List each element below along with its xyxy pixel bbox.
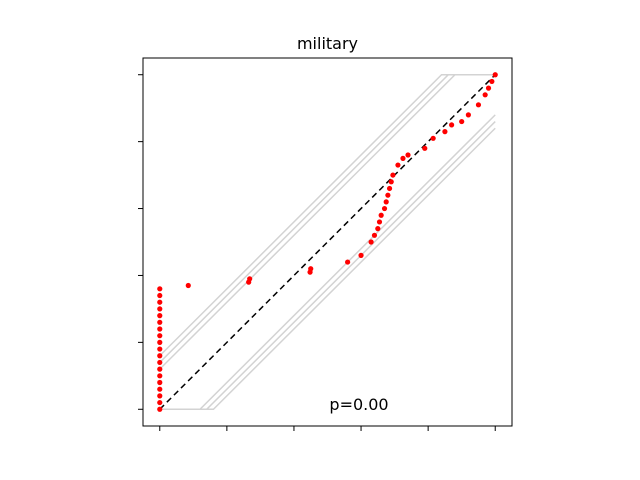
data-point-15 [157, 306, 163, 312]
data-point-33 [385, 192, 391, 198]
data-point-40 [422, 145, 428, 151]
data-point-10 [157, 339, 163, 345]
data-point-39 [405, 152, 411, 158]
data-point-50 [492, 72, 498, 78]
data-point-3 [157, 386, 163, 392]
chart-title: military [297, 34, 358, 53]
data-point-18 [157, 286, 163, 292]
data-point-19 [185, 282, 191, 289]
data-point-43 [449, 122, 455, 128]
data-point-2 [157, 393, 163, 399]
data-point-44 [459, 118, 465, 125]
axes-frame [142, 57, 513, 427]
data-point-6 [157, 366, 163, 372]
data-point-26 [368, 239, 374, 245]
data-point-31 [381, 205, 388, 212]
data-point-7 [157, 359, 163, 366]
data-point-14 [157, 313, 163, 319]
data-point-9 [157, 346, 163, 352]
data-point-47 [482, 92, 488, 98]
data-point-29 [376, 219, 383, 225]
data-point-27 [371, 232, 378, 238]
axis-ticks [138, 74, 496, 431]
reference-line [159, 74, 496, 410]
data-point-30 [378, 212, 384, 218]
data-point-21 [247, 276, 253, 282]
data-point-42 [442, 129, 448, 135]
data-point-46 [475, 102, 482, 108]
data-point-25 [358, 252, 364, 258]
data-point-1 [157, 399, 163, 406]
data-point-5 [157, 373, 163, 379]
data-point-32 [383, 199, 389, 205]
data-point-38 [400, 155, 406, 161]
data-point-49 [489, 78, 495, 85]
envelope-line-5 [159, 127, 496, 411]
data-point-45 [465, 112, 471, 118]
data-point-12 [157, 326, 163, 332]
data-point-13 [157, 319, 163, 325]
data-point-17 [157, 292, 163, 299]
data-point-16 [157, 299, 163, 305]
data-point-28 [375, 226, 381, 232]
data-point-8 [157, 353, 163, 359]
envelope-line-3 [159, 114, 496, 411]
data-point-0 [157, 406, 163, 412]
data-point-35 [388, 179, 394, 185]
data-point-23 [308, 266, 314, 272]
data-point-48 [485, 85, 492, 91]
data-point-24 [345, 259, 351, 265]
data-point-34 [386, 185, 393, 192]
data-point-4 [157, 379, 163, 386]
envelope-line-0 [159, 73, 496, 357]
data-point-36 [390, 172, 396, 178]
p-value-annotation: p=0.00 [329, 395, 388, 414]
plot-area [157, 72, 498, 412]
data-point-41 [430, 135, 436, 141]
data-point-11 [157, 333, 163, 339]
data-point-37 [395, 162, 401, 168]
envelope-line-2 [159, 73, 496, 370]
